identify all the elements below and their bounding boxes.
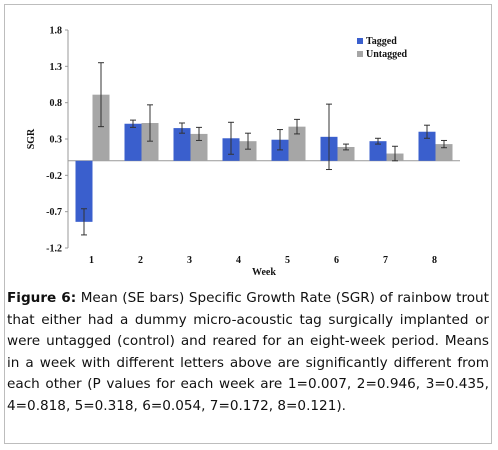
y-tick-label: 0.8 bbox=[50, 98, 63, 109]
bar-tagged bbox=[124, 123, 142, 161]
legend: Tagged Untagged bbox=[357, 36, 408, 60]
y-tick-label: 1.3 bbox=[50, 62, 63, 73]
x-tick-label: 1 bbox=[89, 255, 94, 266]
bar-untagged bbox=[435, 144, 453, 161]
y-axis-label: SGR bbox=[26, 128, 37, 149]
x-tick-label: 6 bbox=[334, 255, 339, 266]
bar-untagged bbox=[141, 123, 159, 161]
bar-tagged bbox=[173, 128, 191, 161]
x-tick-label: 2 bbox=[138, 255, 143, 266]
x-axis-label: Week bbox=[252, 267, 276, 278]
figure-caption: Figure 6: Mean (SE bars) Specific Growth… bbox=[7, 288, 489, 417]
y-tick-label: -1.2 bbox=[46, 244, 62, 255]
y-tick-label: 0.3 bbox=[50, 135, 63, 146]
x-tick-label: 3 bbox=[187, 255, 192, 266]
bar-tagged bbox=[418, 131, 436, 161]
y-tick-label: 1.8 bbox=[50, 26, 63, 37]
sgr-bar-chart: 1.8 1.3 0.8 0.3 -0.2 -0.7 -1.2 1 2 3 4 5 6 7 8 SGR We… bbox=[26, 26, 460, 278]
x-tick-label: 4 bbox=[236, 255, 241, 266]
legend-label-tagged: Tagged bbox=[366, 36, 397, 47]
x-tick-labels: 1 2 3 4 5 6 7 8 bbox=[89, 255, 437, 266]
x-tick-label: 5 bbox=[285, 255, 290, 266]
bar-untagged bbox=[190, 133, 208, 161]
legend-label-untagged: Untagged bbox=[366, 49, 408, 60]
figure-frame bbox=[4, 4, 492, 444]
y-tick-labels: 1.8 1.3 0.8 0.3 -0.2 -0.7 -1.2 bbox=[46, 26, 68, 255]
bar-untagged bbox=[337, 146, 355, 161]
bar-untagged bbox=[239, 141, 257, 161]
x-tick-label: 8 bbox=[432, 255, 437, 266]
x-tick-label: 7 bbox=[383, 255, 388, 266]
y-tick-label: -0.7 bbox=[46, 207, 62, 218]
caption-lead: Figure 6: bbox=[7, 290, 77, 306]
bar-tagged bbox=[369, 141, 387, 161]
legend-swatch-untagged bbox=[357, 51, 363, 57]
bars-group bbox=[75, 62, 453, 236]
legend-swatch-tagged bbox=[357, 38, 363, 44]
bar-untagged bbox=[288, 126, 306, 161]
bar-untagged bbox=[92, 94, 110, 161]
caption-text: Mean (SE bars) Specific Growth Rate (SGR… bbox=[7, 290, 490, 414]
y-tick-label: -0.2 bbox=[46, 171, 62, 182]
bar-tagged bbox=[75, 160, 93, 222]
